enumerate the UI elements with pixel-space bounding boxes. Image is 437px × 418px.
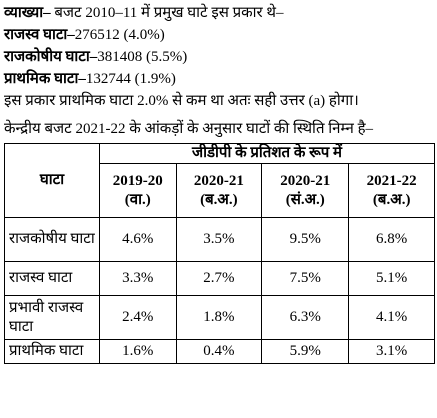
row-label: राजस्व घाटा [4, 261, 100, 296]
header-first: घाटा [4, 143, 100, 218]
cell-value: 9.5% [261, 217, 350, 262]
explanation-label: व्याख्या– [4, 5, 51, 21]
deficit-value: 276512 (4.0%) [74, 27, 165, 43]
cell-value: 1.8% [175, 295, 263, 340]
cell-value: 4.1% [348, 295, 435, 340]
row-label: प्रभावी राजस्व घाटा [4, 295, 100, 340]
deficit-label: राजकोषीय घाटा– [4, 49, 98, 65]
cell-value: 3.5% [175, 217, 263, 262]
table-row: प्राथमिक घाटा 1.6% 0.4% 5.9% 3.1% [4, 339, 435, 364]
cell-value: 2.4% [99, 295, 177, 340]
explanation: व्याख्या– बजट 2010–11 में प्रमुख घाटे इस… [4, 2, 433, 24]
cell-value: 1.6% [99, 339, 177, 364]
deficit-line: प्राथमिक घाटा–132744 (1.9%) [4, 68, 433, 90]
cell-value: 5.9% [261, 339, 350, 364]
cell-value: 3.1% [348, 339, 435, 364]
column-header: 2020-21 (सं.अ.) [261, 163, 350, 218]
deficit-list: राजस्व घाटा–276512 (4.0%) राजकोषीय घाटा–3… [4, 24, 433, 90]
cell-value: 0.4% [175, 339, 263, 364]
row-label: प्राथमिक घाटा [4, 339, 100, 364]
deficit-label: प्राथमिक घाटा– [4, 71, 86, 87]
deficit-line: राजस्व घाटा–276512 (4.0%) [4, 24, 433, 46]
table-row: प्रभावी राजस्व घाटा 2.4% 1.8% 6.3% 4.1% [4, 295, 435, 340]
document: व्याख्या– बजट 2010–11 में प्रमुख घाटे इस… [4, 2, 435, 364]
column-header: 2020-21 (ब.अ.) [175, 163, 263, 218]
column-header: 2021-22 (ब.अ.) [348, 163, 435, 218]
cell-value: 3.3% [99, 261, 177, 296]
cell-value: 5.1% [348, 261, 435, 296]
cell-value: 2.7% [175, 261, 263, 296]
deficit-label: राजस्व घाटा– [4, 27, 75, 43]
conclusion: इस प्रकार प्राथमिक घाटा 2.0% से कम था अत… [4, 93, 359, 109]
header-group: जीडीपी के प्रतिशत के रूप में [99, 143, 435, 164]
deficit-line: राजकोषीय घाटा–381408 (5.5%) [4, 46, 433, 68]
row-label: राजकोषीय घाटा [4, 217, 100, 262]
intro: केन्द्रीय बजट 2021-22 के आंकड़ों के अनुस… [4, 121, 374, 137]
column-header: 2019-20 (वा.) [99, 163, 177, 218]
cell-value: 7.5% [261, 261, 350, 296]
deficit-value: 381408 (5.5%) [97, 49, 188, 65]
explanation-text: बजट 2010–11 में प्रमुख घाटे इस प्रकार थे… [54, 5, 284, 21]
table-row: राजकोषीय घाटा 4.6% 3.5% 9.5% 6.8% [4, 217, 435, 262]
deficit-table: घाटा जीडीपी के प्रतिशत के रूप में 2019-2… [4, 143, 435, 364]
deficit-value: 132744 (1.9%) [85, 71, 176, 87]
cell-value: 6.8% [348, 217, 435, 262]
table-row: राजस्व घाटा 3.3% 2.7% 7.5% 5.1% [4, 261, 435, 296]
cell-value: 6.3% [261, 295, 350, 340]
cell-value: 4.6% [99, 217, 177, 262]
